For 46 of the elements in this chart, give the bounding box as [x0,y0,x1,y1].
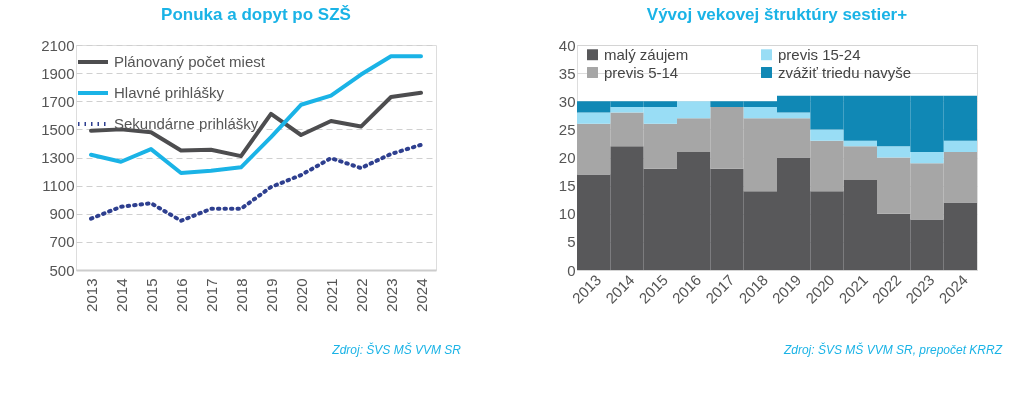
bar [943,140,977,152]
legend-label: Sekundárne prihlášky [114,115,259,132]
x-tick-label: 2018 [232,278,250,312]
y-tick-label: 500 [49,261,75,279]
y-tick-label: 1500 [41,120,75,138]
y-tick-label: 2100 [41,36,75,54]
y-tick-label: 25 [558,120,576,138]
x-tick-label: 2016 [172,278,190,312]
line-series [89,54,423,175]
x-tick-label: 2024 [412,278,430,312]
legend-label: previs 15-24 [778,45,861,63]
y-tick-label: 35 [558,64,576,82]
legend-label: Plánovaný počet miest [114,53,266,70]
x-tick-label: 2021 [322,278,340,312]
legend-label: previs 5-14 [604,63,679,81]
y-tick-label: 1100 [42,177,75,195]
y-tick-label: 700 [49,233,75,251]
x-tick-label: 2015 [142,278,160,312]
y-tick-label: 15 [558,177,576,195]
x-tick-label: 2023 [382,278,400,312]
legend-label: Hlavné prihlášky [114,84,225,101]
y-tick-label: 40 [558,36,576,54]
line-series [89,142,423,223]
chart-title: Vývoj vekovej štruktúry sestier+ [646,5,908,24]
x-tick-label: 2022 [352,278,370,312]
x-tick-label: 2014 [112,278,130,312]
y-tick-label: 0 [567,261,576,279]
legend-label: malý záujem [604,45,689,63]
y-tick-label: 1300 [41,149,75,166]
x-tick-label: 2017 [202,278,220,312]
chart-title: Ponuka a dopyt po SZŠ [161,5,351,24]
y-tick-label: 900 [49,205,75,223]
bar [810,129,844,141]
x-tick-label: 2019 [262,278,280,312]
text: Zdroj: ŠVS MŠ VVM SR, prepočet KRRZ [782,342,1003,357]
text: Zdroj: ŠVS MŠ VVM SR [331,342,462,357]
y-tick-label: 5 [567,233,576,251]
bar [577,112,611,124]
y-tick-label: 1900 [41,64,75,82]
y-tick-label: 1700 [41,92,75,110]
legend-label: zvážiť triedu navyše [778,63,912,81]
y-tick-label: 10 [558,205,576,223]
y-tick-label: 20 [558,149,576,166]
y-tick-label: 30 [558,92,576,110]
x-tick-label: 2013 [82,278,100,312]
x-tick-label: 2020 [292,278,310,312]
